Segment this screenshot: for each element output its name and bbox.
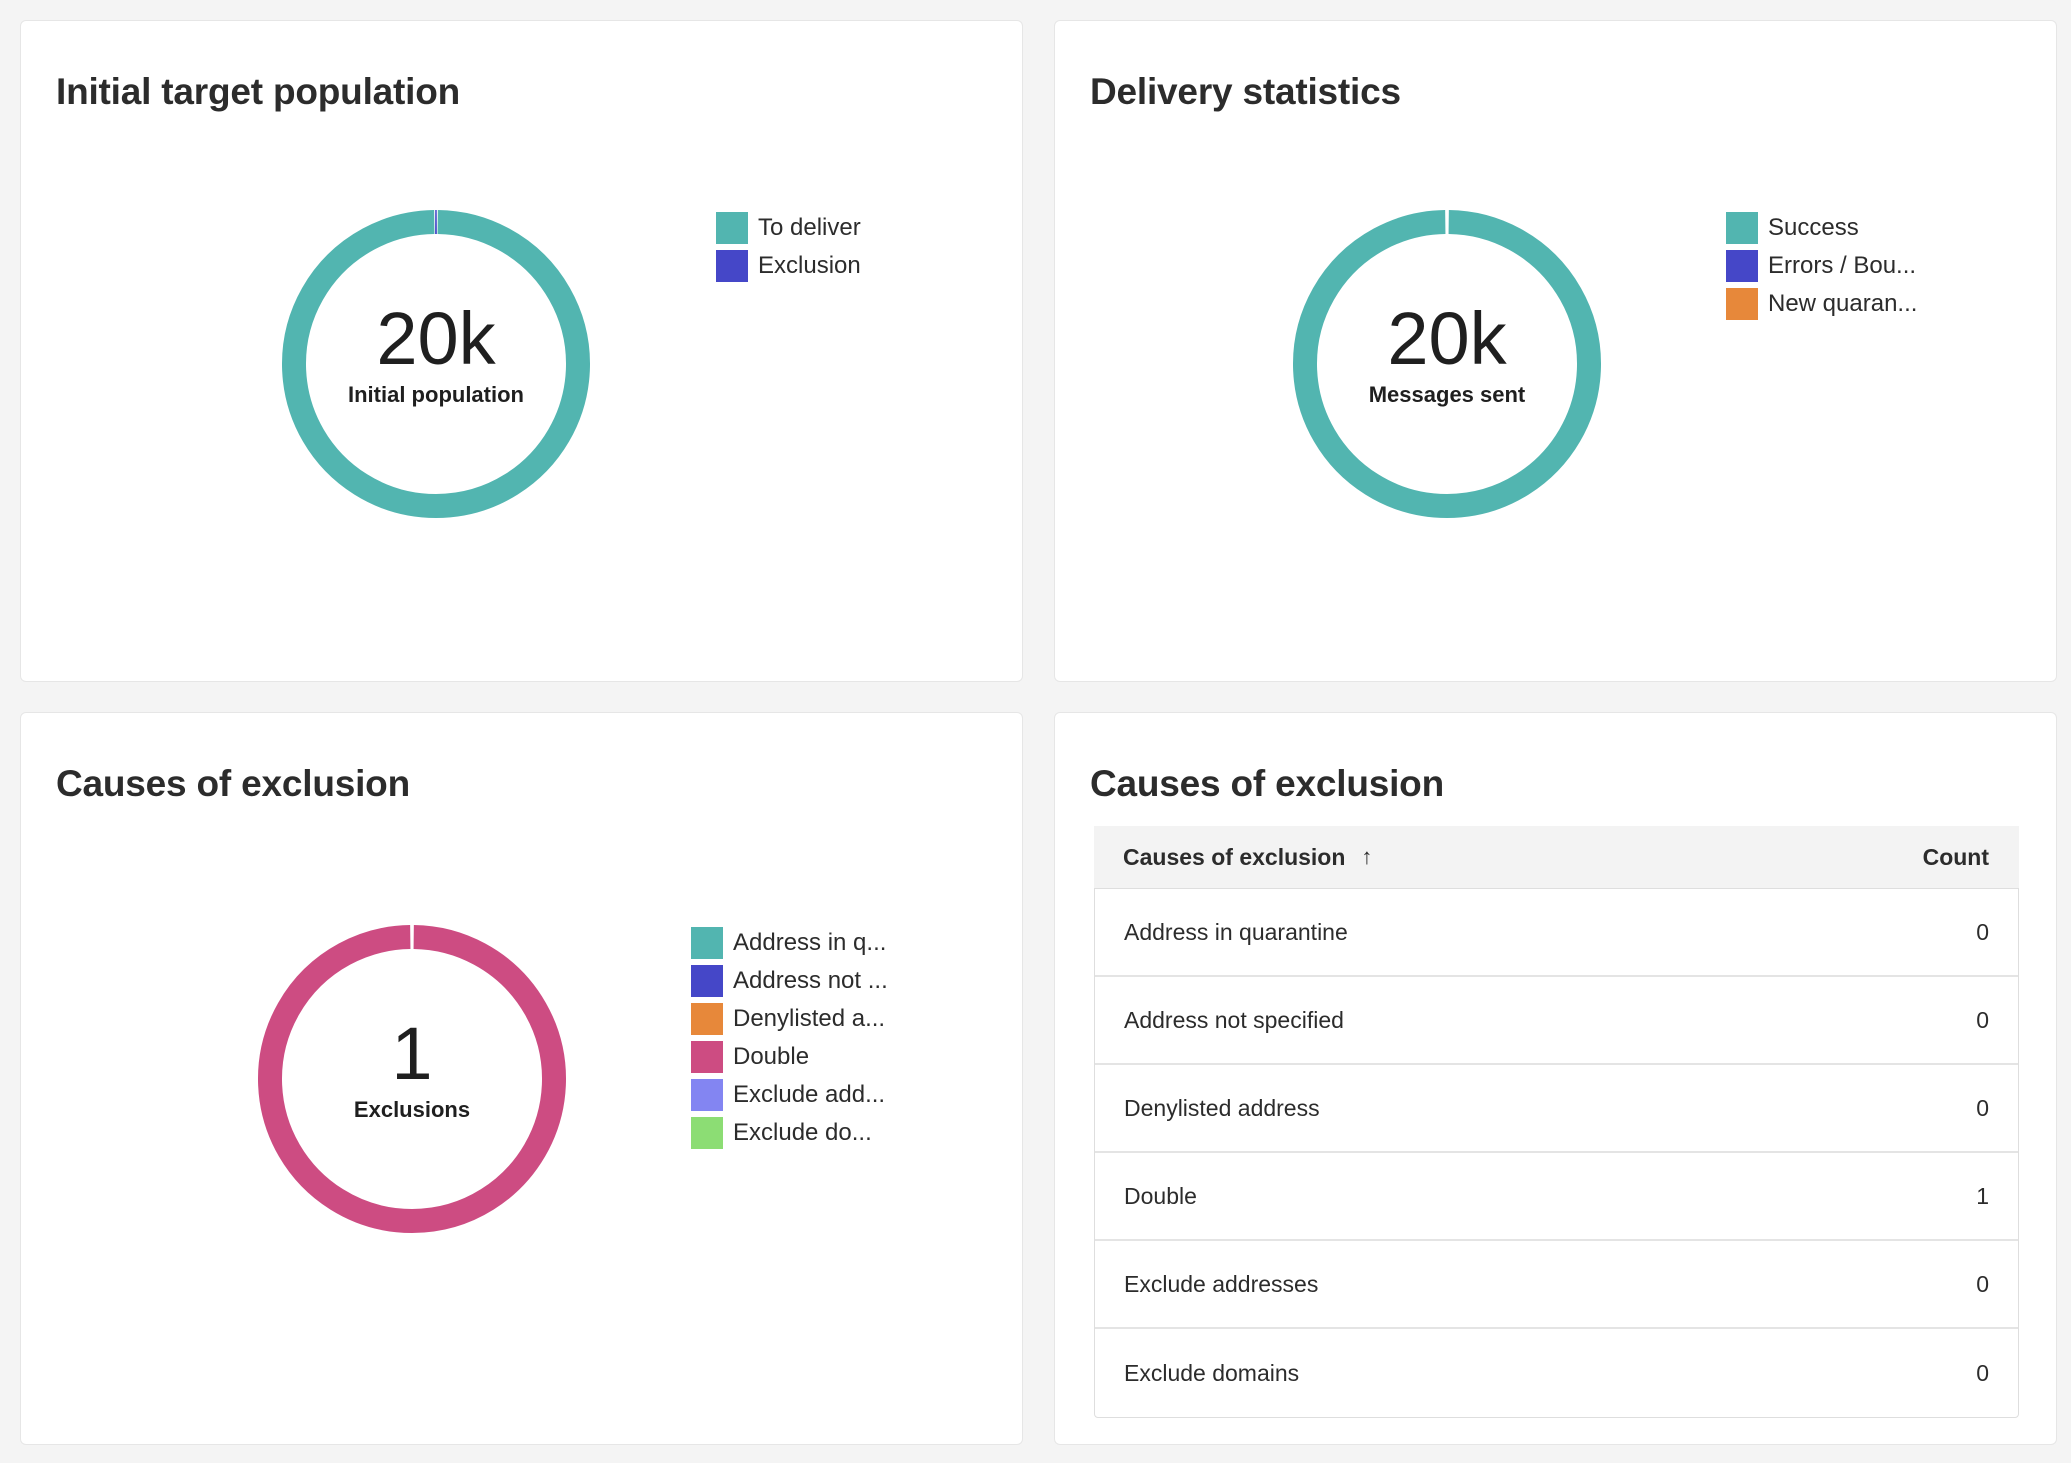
card-title: Causes of exclusion (1090, 763, 1444, 804)
cause-cell: Address in quarantine (1124, 918, 1348, 945)
legend-swatch (691, 1041, 723, 1073)
causes-table: Causes of exclusion ↑ Count Address in qu… (1094, 826, 2019, 1418)
legend-swatch (716, 212, 748, 244)
exclusions-donut[interactable]: 1 Exclusions (257, 924, 567, 1234)
table-body: Address in quarantine 0 Address not speci… (1094, 888, 2019, 1418)
messages-sent-donut[interactable]: 20k Messages sent (1292, 209, 1602, 519)
legend-item-double[interactable]: Double (691, 1038, 888, 1076)
table-row[interactable]: Denylisted address 0 (1095, 1065, 2018, 1153)
legend-label: Exclusion (758, 252, 861, 279)
legend-label: Address in q... (733, 929, 887, 956)
table-header: Causes of exclusion ↑ Count (1094, 826, 2019, 888)
causes-of-exclusion-chart-card: Causes of exclusion 1 Exclusions Address… (20, 712, 1023, 1445)
cause-cell: Exclude addresses (1124, 1270, 1319, 1297)
column-header-cause[interactable]: Causes of exclusion ↑ (1123, 844, 1372, 871)
initial-target-population-card: Initial target population 20k Initial po… (20, 20, 1023, 682)
legend-item-exclude-domains[interactable]: Exclude do... (691, 1114, 888, 1152)
cause-cell: Address not specified (1124, 1006, 1344, 1033)
legend-swatch (1726, 212, 1758, 244)
legend-label: New quaran... (1768, 290, 1918, 317)
donut-slice-double[interactable] (258, 925, 566, 1233)
legend-item-address-not-specified[interactable]: Address not ... (691, 962, 888, 1000)
legend-item-denylisted-address[interactable]: Denylisted a... (691, 1000, 888, 1038)
legend-label: Double (733, 1043, 810, 1070)
column-header-count[interactable]: Count (1922, 843, 1989, 870)
count-cell: 0 (1976, 1359, 1989, 1386)
legend-label: Exclude add... (733, 1081, 886, 1108)
arrow-up-icon[interactable]: ↑ (1361, 843, 1373, 869)
legend-label: Exclude do... (733, 1119, 872, 1146)
donut-center: 1 Exclusions (257, 924, 567, 1234)
cause-cell: Exclude domains (1124, 1359, 1300, 1386)
legend-swatch (691, 927, 723, 959)
legend-label: Denylisted a... (733, 1005, 886, 1032)
delivery-statistics-card: Delivery statistics 20k Messages sent Su… (1054, 20, 2057, 682)
donut-svg (258, 925, 566, 1233)
table-row[interactable]: Exclude addresses 0 (1095, 1241, 2018, 1329)
legend-label: Errors / Bou... (1768, 252, 1917, 279)
donut-center-value: 1 (391, 1012, 433, 1095)
card-title: Delivery statistics (1090, 71, 1401, 112)
legend-item-exclude-addresses[interactable]: Exclude add... (691, 1076, 888, 1114)
table-row[interactable]: Double 1 (1095, 1153, 2018, 1241)
legend-label: To deliver (758, 214, 861, 241)
count-cell: 0 (1976, 1006, 1989, 1033)
donut-center-value: 20k (1387, 297, 1507, 380)
legend-swatch (691, 1117, 723, 1149)
count-cell: 0 (1976, 1270, 1989, 1297)
legend-label: Success (1768, 214, 1859, 241)
donut-center-label: Messages sent (1368, 382, 1526, 407)
legend-item-success[interactable]: Success (1726, 209, 1917, 247)
legend-swatch (691, 965, 723, 997)
donut-center-value: 20k (376, 297, 496, 380)
legend-item-to-deliver[interactable]: To deliver (716, 209, 861, 247)
causes-of-exclusion-table-card: Causes of exclusion Causes of exclusion ↑… (1054, 712, 2057, 1445)
donut-slice-success[interactable] (1293, 210, 1601, 518)
legend-item-address-in-quarantine[interactable]: Address in q... (691, 924, 888, 962)
legend-swatch (1726, 288, 1758, 320)
chart-legend: To deliver Exclusion (716, 209, 861, 285)
donut-center-label: Initial population (348, 382, 524, 407)
table-row[interactable]: Exclude domains 0 (1095, 1329, 2018, 1417)
card-title: Initial target population (56, 71, 461, 112)
legend-item-exclusion[interactable]: Exclusion (716, 247, 861, 285)
table-row[interactable]: Address in quarantine 0 (1095, 889, 2018, 977)
chart-legend: Success Errors / Bou... New quaran... (1726, 209, 1917, 323)
cause-cell: Denylisted address (1124, 1094, 1320, 1121)
donut-slice-to-deliver[interactable] (282, 210, 590, 518)
legend-item-errors-bounces[interactable]: Errors / Bou... (1726, 247, 1917, 285)
donut-svg (282, 210, 590, 518)
legend-swatch (1726, 250, 1758, 282)
legend-swatch (716, 250, 748, 282)
legend-swatch (691, 1079, 723, 1111)
table-row[interactable]: Address not specified 0 (1095, 977, 2018, 1065)
cause-cell: Double (1124, 1182, 1197, 1209)
card-title: Causes of exclusion (56, 763, 410, 804)
legend-swatch (691, 1003, 723, 1035)
legend-item-new-quarantine[interactable]: New quaran... (1726, 285, 1917, 323)
legend-label: Address not ... (733, 967, 888, 994)
count-cell: 0 (1976, 918, 1989, 945)
count-cell: 0 (1976, 1094, 1989, 1121)
column-header-label: Causes of exclusion (1123, 843, 1346, 870)
donut-center: 20k Initial population (281, 209, 591, 519)
count-cell: 1 (1976, 1182, 1989, 1209)
donut-center: 20k Messages sent (1292, 209, 1602, 519)
chart-legend: Address in q... Address not ... Denylist… (691, 924, 888, 1152)
initial-population-donut[interactable]: 20k Initial population (281, 209, 591, 519)
donut-svg (1293, 210, 1601, 518)
donut-center-label: Exclusions (353, 1097, 471, 1122)
